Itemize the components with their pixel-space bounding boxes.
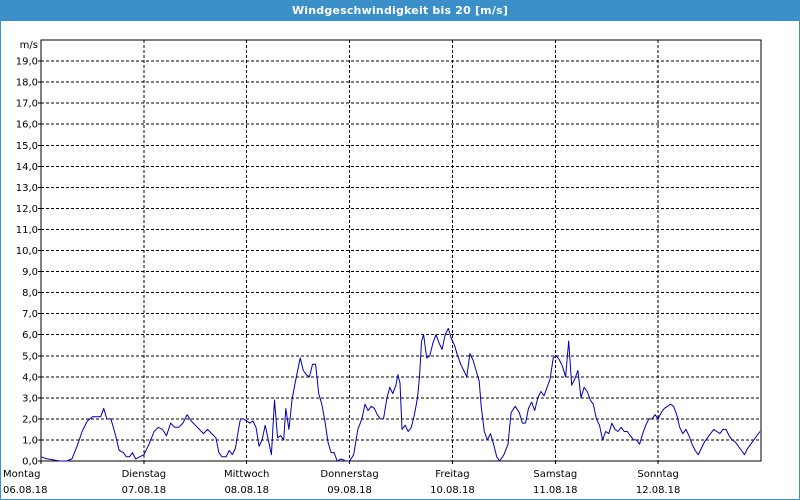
wind-speed-line <box>40 327 761 462</box>
y-tick-label: 15,0 <box>16 141 38 152</box>
x-tick-date-label: 06.08.18 <box>3 485 48 496</box>
y-tick-labels: 0,0 1,0 2,0 3,0 4,0 5,0 6,0 7,0 8,0 9,0 10,0 11,0 12… <box>16 40 38 468</box>
x-tick-date-label: 10.08.18 <box>430 485 475 496</box>
y-tick-label: 0,0 <box>22 457 38 468</box>
y-tick-label: 14,0 <box>16 162 38 173</box>
y-tick-label: 12,0 <box>16 204 38 215</box>
x-tick-date-label: 09.08.18 <box>327 485 372 496</box>
grid-lines <box>41 40 761 461</box>
y-tick-label: 11,0 <box>16 225 38 236</box>
y-tick-label: 9,0 <box>22 267 38 278</box>
x-tick-day-label: Donnerstag <box>320 469 378 480</box>
x-tick-date-label: 12.08.18 <box>636 485 681 496</box>
x-tick-date-label: 07.08.18 <box>122 485 167 496</box>
plot-frame <box>40 39 762 462</box>
y-tick-label: 18,0 <box>16 78 38 89</box>
y-tick-label: 3,0 <box>22 393 38 404</box>
y-tick-label: 2,0 <box>22 414 38 425</box>
x-tick-date-label: 08.08.18 <box>224 485 269 496</box>
y-tick-label: 13,0 <box>16 183 38 194</box>
y-tick-label: 4,0 <box>22 372 38 383</box>
y-tick-label: 7,0 <box>22 309 38 320</box>
x-tick-day-label: Samstag <box>533 469 577 480</box>
y-tick-label: 17,0 <box>16 99 38 110</box>
x-tick-day-label: Freitag <box>435 469 469 480</box>
chart-title: Windgeschwindigkeit bis 20 [m/s] <box>1 1 799 21</box>
axes <box>38 39 762 464</box>
x-tick-day-label: Montag <box>3 469 40 480</box>
y-tick-label: 16,0 <box>16 120 38 131</box>
y-tick-label: 6,0 <box>22 330 38 341</box>
x-tick-labels: Montag 06.08.18 Dienstag 07.08.18 Mittwoch 08… <box>3 469 680 496</box>
x-tick-day-label: Mittwoch <box>224 469 269 480</box>
series-group <box>40 327 761 462</box>
y-tick-label: 1,0 <box>22 435 38 446</box>
y-tick-label: 8,0 <box>22 288 38 299</box>
x-tick-day-label: Sonntag <box>637 469 679 480</box>
x-tick-date-label: 11.08.18 <box>533 485 578 496</box>
y-tick-label: 10,0 <box>16 246 38 257</box>
y-tick-label: 5,0 <box>22 351 38 362</box>
y-axis-unit-label: m/s <box>20 40 38 51</box>
x-tick-day-label: Dienstag <box>122 469 167 480</box>
y-tick-label: 19,0 <box>16 57 38 68</box>
